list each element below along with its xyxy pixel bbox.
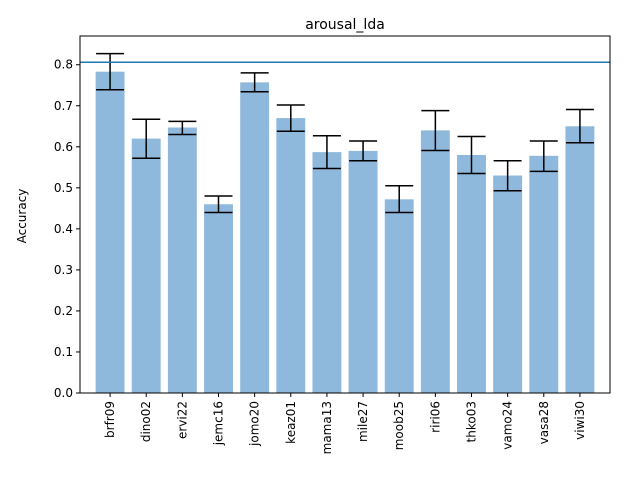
error-bar-dino02 [132, 118, 161, 160]
error-bar-jomo20 [240, 72, 269, 93]
error-bar-ervi22 [168, 120, 197, 136]
x-tick-label: dino02 [139, 401, 153, 442]
error-bar-mama13 [312, 134, 341, 170]
y-tick-label: 0.3 [54, 263, 73, 277]
bar-jomo20 [240, 82, 270, 394]
bar-vasa28 [529, 155, 559, 393]
y-tick-label: 0.6 [54, 140, 73, 154]
bar-jemc16 [204, 204, 233, 393]
x-tick-label: keaz01 [284, 401, 298, 444]
x-axis: brfr09 dino02 ervi22 jemc16 jomo20 keaz01 mama… [103, 393, 587, 454]
bar-viwi30 [565, 126, 595, 393]
y-tick-label: 0.5 [54, 181, 73, 195]
x-tick-label: jemc16 [212, 401, 226, 446]
error-bar-jemc16 [204, 195, 233, 214]
plot-frame [79, 35, 611, 394]
y-tick-label: 0.1 [54, 345, 73, 359]
bar-moob25 [384, 199, 414, 393]
bar-mile27 [348, 150, 378, 393]
error-bar-mile27 [349, 140, 378, 162]
error-bar-thko03 [457, 135, 486, 175]
bar-mama13 [312, 152, 342, 393]
x-tick-label: ervi22 [175, 401, 189, 439]
x-tick-label: mile27 [356, 401, 370, 442]
bar-vamo24 [493, 175, 523, 393]
y-tick-label: 0.0 [54, 386, 73, 400]
chart-title: arousal_lda [305, 17, 385, 33]
y-tick-label: 0.2 [54, 304, 73, 318]
bar-dino02 [131, 138, 161, 393]
error-bar-vamo24 [493, 159, 522, 192]
y-axis-label: Accuracy [15, 189, 29, 244]
x-tick-label: moob25 [392, 401, 406, 450]
x-tick-label: jomo20 [248, 401, 262, 447]
x-tick-label: vasa28 [537, 401, 551, 444]
error-bar-vasa28 [529, 140, 558, 173]
bar-brfr09 [95, 71, 125, 393]
bar-thko03 [457, 155, 486, 393]
error-bar-moob25 [385, 185, 414, 214]
error-bar-viwi30 [565, 108, 594, 144]
x-tick-label: vamo24 [501, 401, 515, 450]
error-bar-riri06 [421, 109, 450, 152]
error-bar-brfr09 [96, 52, 125, 91]
bar-keaz01 [276, 118, 306, 393]
x-tick-label: thko03 [465, 401, 479, 442]
x-tick-label: mama13 [320, 401, 334, 454]
y-tick-label: 0.7 [54, 99, 73, 113]
bar-ervi22 [167, 127, 197, 393]
x-tick-label: riri06 [428, 401, 442, 433]
error-bars-group [96, 52, 594, 214]
bars-group [95, 71, 595, 394]
x-tick-label: viwi30 [573, 401, 587, 440]
bar-riri06 [420, 130, 450, 393]
error-bar-keaz01 [276, 104, 305, 132]
y-tick-label: 0.8 [54, 58, 73, 72]
y-axis: 0.0 0.1 0.2 0.3 0.4 0.5 0.6 0.7 0.8 [54, 58, 80, 400]
x-tick-label: brfr09 [103, 401, 117, 438]
y-tick-label: 0.4 [54, 222, 73, 236]
